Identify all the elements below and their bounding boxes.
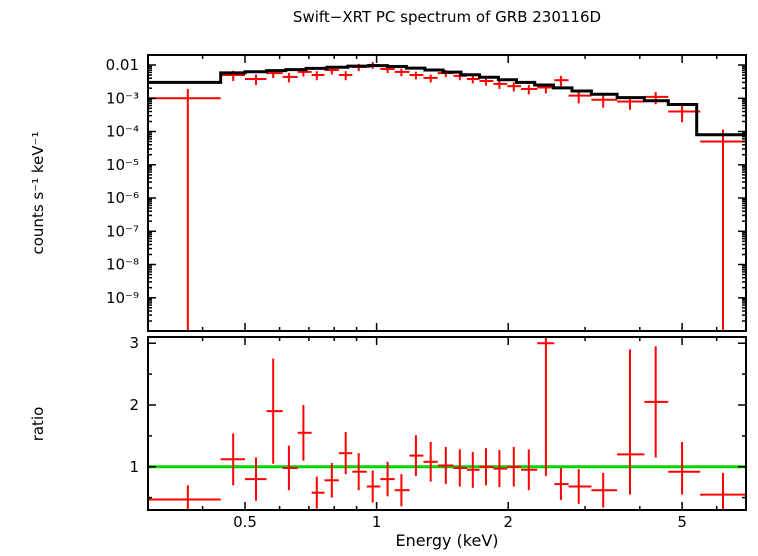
ratio-y-tick-label: 2 [129,396,139,414]
counts-axis-label: counts s⁻¹ keV⁻¹ [29,131,47,255]
x-tick-label: 2 [503,513,513,531]
spectrum-y-tick-label: 10⁻⁷ [106,222,139,240]
model-line [148,64,746,137]
x-tick-label: 5 [677,513,687,531]
spectrum-y-tick-label: 10⁻⁶ [106,189,139,207]
ratio-y-tick-label: 3 [129,334,139,352]
spectrum-y-tick-label: 10⁻⁵ [106,156,139,174]
ratio-y-tick-label: 1 [129,458,139,476]
ratio-data [148,337,746,510]
spectrum-y-tick-label: 10⁻⁹ [106,289,139,307]
x-tick-label: 1 [372,513,382,531]
spectrum-panel [148,62,746,331]
ratio-panel [148,337,746,510]
spectrum-y-tick-label: 0.01 [106,56,139,74]
spectrum-data [148,62,746,331]
energy-axis-label: Energy (keV) [395,531,499,550]
spectrum-y-tick-label: 10⁻³ [106,89,139,107]
ratio-axis-label: ratio [29,406,47,442]
spectrum-y-tick-label: 10⁻⁴ [106,123,139,141]
x-tick-label: 0.5 [233,513,257,531]
chart-title: Swift−XRT PC spectrum of GRB 230116D [292,8,602,26]
spectrum-frame [147,54,747,332]
spectrum-y-tick-label: 10⁻⁸ [106,256,139,274]
ratio-frame [147,336,747,511]
